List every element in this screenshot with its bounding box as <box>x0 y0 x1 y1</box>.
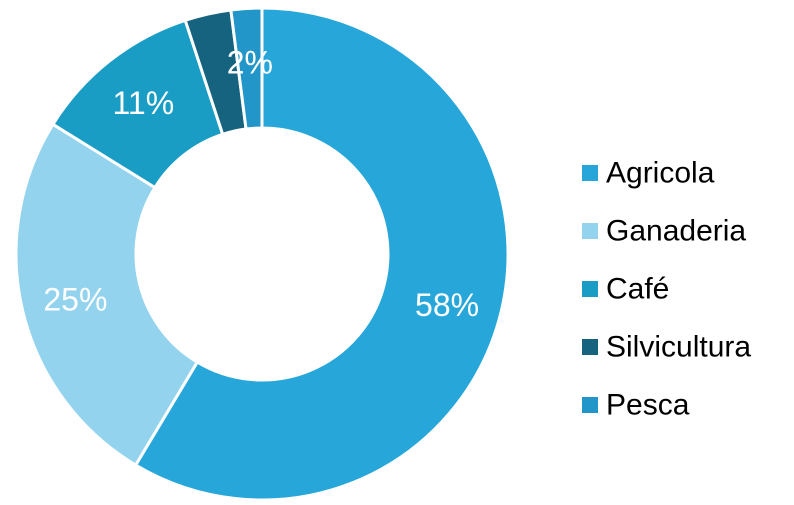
data-labels-layer: 58% 25% 11% 2% <box>43 44 479 323</box>
legend-label-pesca: Pesca <box>606 389 690 422</box>
data-label-cafe: 11% <box>112 85 174 121</box>
legend-item-agricola: Agricola <box>582 157 715 190</box>
slices-layer <box>14 6 510 502</box>
legend-item-silvicultura: Silvicultura <box>582 331 751 364</box>
legend: Agricola Ganaderia Café Silvicultura Pesca <box>582 157 751 422</box>
legend-swatch-ganaderia <box>582 223 598 239</box>
legend-swatch-agricola <box>582 165 598 181</box>
legend-swatch-silvicultura <box>582 339 598 355</box>
data-label-agricola: 58% <box>415 287 479 323</box>
legend-label-agricola: Agricola <box>606 157 715 190</box>
slice-ganaderia <box>14 122 199 467</box>
legend-swatch-cafe <box>582 281 598 297</box>
slice-agricola <box>134 6 510 502</box>
legend-label-cafe: Café <box>606 273 669 306</box>
legend-item-cafe: Café <box>582 273 669 306</box>
data-label-ganaderia: 25% <box>43 281 107 317</box>
slice-pesca <box>229 6 264 131</box>
legend-item-ganaderia: Ganaderia <box>582 215 746 248</box>
legend-item-pesca: Pesca <box>582 389 690 422</box>
data-label-pesca: 2% <box>227 44 273 80</box>
legend-label-ganaderia: Ganaderia <box>606 215 746 248</box>
legend-swatch-pesca <box>582 397 598 413</box>
legend-label-silvicultura: Silvicultura <box>606 331 751 364</box>
